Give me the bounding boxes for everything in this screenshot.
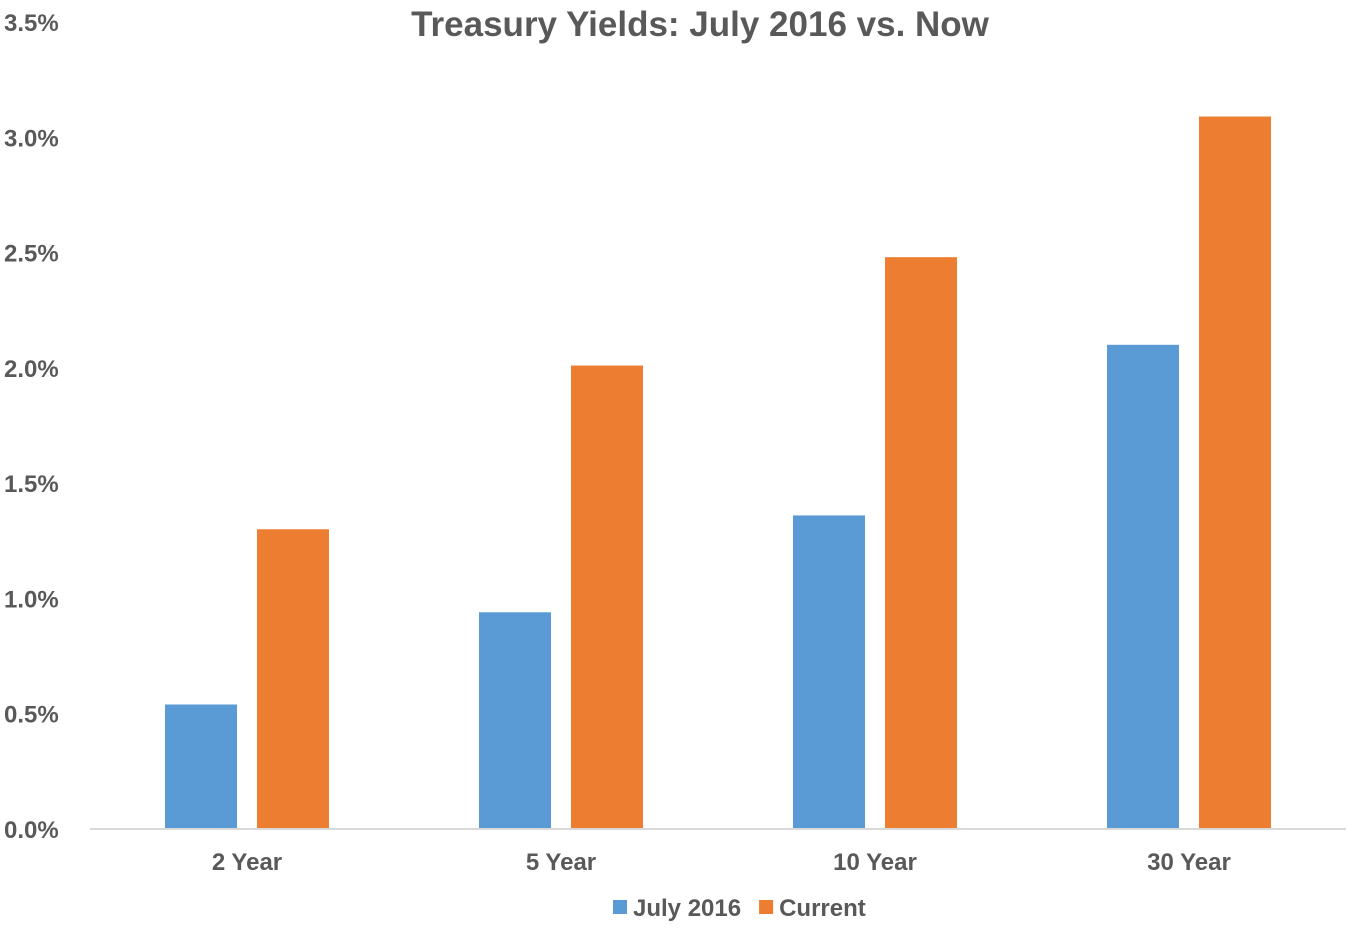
bar-july-2016-10-year — [793, 515, 865, 829]
bar-group — [165, 116, 1271, 829]
legend-label: July 2016 — [633, 895, 741, 922]
y-tick-label: 1.0% — [4, 586, 59, 613]
bar-current-10-year — [885, 257, 957, 829]
x-tick-label: 2 Year — [212, 849, 282, 876]
x-tick-label: 10 Year — [833, 849, 917, 876]
bar-july-2016-30-year — [1107, 344, 1179, 829]
y-tick-label: 0.5% — [4, 702, 59, 729]
bar-current-2-year — [257, 529, 329, 829]
legend-swatch-july-2016 — [613, 900, 627, 914]
y-tick-label: 3.0% — [4, 125, 59, 152]
x-axis-tick-labels: 2 Year 5 Year 10 Year 30 Year — [212, 849, 1231, 876]
x-tick-label: 30 Year — [1147, 849, 1231, 876]
bar-july-2016-5-year — [479, 612, 551, 829]
bar-current-5-year — [571, 365, 643, 829]
legend: July 2016 Current — [613, 895, 866, 922]
chart-title: Treasury Yields: July 2016 vs. Now — [411, 5, 990, 44]
bar-july-2016-2-year — [165, 704, 237, 829]
bar-current-30-year — [1199, 116, 1271, 829]
y-tick-label: 1.5% — [4, 471, 59, 498]
y-axis-tick-labels: 0.0% 0.5% 1.0% 1.5% 2.0% 2.5% 3.0% 3.5% — [4, 10, 59, 844]
y-tick-label: 3.5% — [4, 10, 59, 37]
x-tick-label: 5 Year — [526, 849, 596, 876]
legend-swatch-current — [759, 900, 774, 914]
y-tick-label: 0.0% — [4, 817, 59, 844]
legend-label: Current — [779, 895, 866, 922]
y-tick-label: 2.5% — [4, 241, 59, 268]
y-tick-label: 2.0% — [4, 356, 59, 383]
